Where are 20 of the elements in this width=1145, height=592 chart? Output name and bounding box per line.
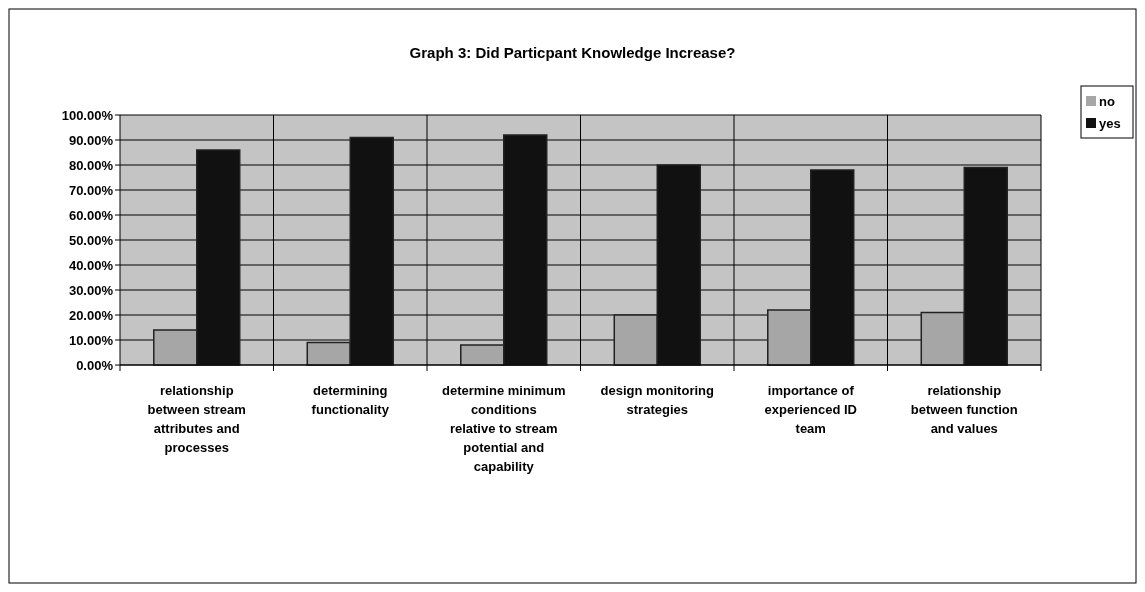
y-tick-label: 60.00%	[68, 207, 114, 223]
x-tick-label: importance of experienced ID team	[764, 383, 857, 436]
legend-label: no	[1099, 93, 1115, 109]
y-tick-label: 30.00%	[68, 282, 114, 298]
y-tick-label: 10.00%	[68, 332, 114, 348]
y-tick-label: 50.00%	[68, 232, 114, 248]
y-tick-label: 40.00%	[68, 257, 114, 273]
y-tick-label: 0.00%	[76, 357, 114, 373]
y-tick-label: 80.00%	[68, 157, 114, 173]
chart-title: Graph 3: Did Particpant Knowledge Increase?	[409, 44, 736, 61]
legend-label: yes	[1099, 115, 1121, 131]
y-tick-label: 20.00%	[68, 307, 114, 323]
x-tick-label: relationship between function and values	[910, 383, 1018, 436]
x-tick-label: determine minimum conditions relative to stream potential and capability	[441, 383, 566, 474]
y-tick-label: 100.00%	[61, 107, 114, 123]
x-tick-label: determining functionality	[311, 383, 390, 417]
x-tick-label: design monitoring strategies	[600, 383, 714, 417]
y-tick-label: 90.00%	[68, 132, 114, 148]
x-tick-label: relationship between stream attributes and processes	[147, 383, 246, 455]
y-tick-label: 70.00%	[68, 182, 114, 198]
